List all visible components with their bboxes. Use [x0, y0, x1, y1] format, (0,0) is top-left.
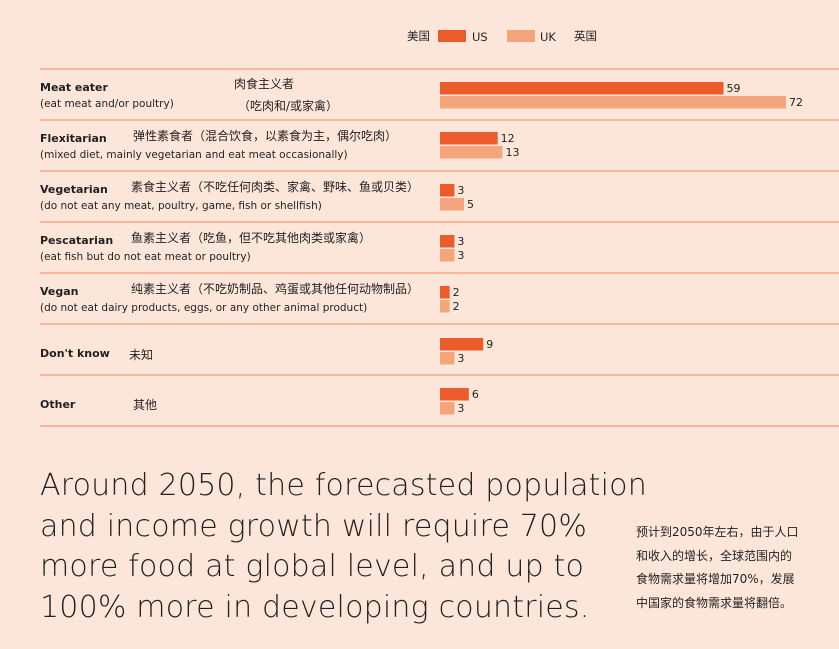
bar-us [440, 132, 498, 145]
bar-uk [440, 402, 455, 415]
value-label-us: 3 [457, 184, 464, 197]
value-label-uk: 3 [457, 249, 464, 262]
value-label-us: 12 [501, 132, 515, 145]
bar-us [440, 82, 724, 95]
bar-us [440, 184, 455, 197]
side-note-line: 中国家的食物需求量将翻倍。 [636, 595, 793, 610]
value-label-uk: 3 [457, 402, 464, 415]
headline-line: and income growth will require 70% [40, 508, 588, 544]
category-label: Vegetarian [40, 183, 108, 196]
headline-line: more food at global level, and up to [40, 549, 585, 584]
headline-line: 100% more in developing countries. [40, 589, 590, 625]
category-label: Pescatarian [40, 234, 113, 247]
category-description: (eat meat and/or poultry) [40, 98, 174, 110]
bar-uk [440, 198, 465, 211]
category-label-zh: 肉食主义者 [234, 76, 294, 91]
category-label: Meat eater [40, 81, 109, 94]
value-label-us: 2 [453, 286, 460, 299]
legend-uk-zh: 英国 [574, 29, 597, 43]
diet-bar-chart: 美国 US UK 英国 Meat eater (eat meat and/or p… [40, 29, 839, 427]
value-label-uk: 72 [789, 96, 803, 109]
bar-uk [440, 300, 450, 313]
category-label-zh: 未知 [129, 348, 153, 362]
bar-uk [440, 249, 455, 262]
category-description: (eat fish but do not eat meat or poultry… [40, 251, 251, 263]
headline-line: Around 2050, the forecasted population [40, 468, 647, 503]
headline: Around 2050, the forecasted population a… [40, 466, 647, 628]
category-description: (do not eat any meat, poultry, game, fis… [40, 200, 322, 212]
value-label-us: 59 [727, 82, 741, 95]
bar-us [440, 338, 484, 351]
category-label-zh: （吃肉和/或家禽） [238, 98, 338, 113]
category-label-zh: 弹性素食者（混合饮食，以素食为主，偶尔吃肉） [133, 128, 397, 143]
chart-rows: Meat eater (eat meat and/or poultry) 肉食主义者… [40, 68, 839, 427]
legend-us-swatch [438, 30, 466, 42]
value-label-uk: 3 [457, 352, 464, 365]
category-label-zh: 其他 [133, 398, 157, 412]
category-label: Flexitarian [40, 132, 107, 145]
value-label-uk: 5 [467, 198, 474, 211]
category-label-zh: 纯素主义者（不吃奶制品、鸡蛋或其他任何动物制品） [131, 281, 419, 296]
side-note-line: 食物需求量将增加70%，发展 [636, 572, 795, 586]
legend-uk-label: UK [540, 30, 556, 44]
legend-us-zh: 美国 [407, 29, 430, 43]
side-note-line: 和收入的增长，全球范围内的 [636, 548, 793, 563]
bar-uk [440, 352, 455, 365]
category-label: Don't know [40, 347, 110, 360]
value-label-uk: 2 [453, 300, 460, 313]
category-label: Vegan [40, 285, 79, 298]
category-label-zh: 素食主义者（不吃任何肉类、家禽、野味、鱼或贝类） [131, 179, 419, 194]
bar-us [440, 286, 450, 299]
value-label-us: 6 [472, 388, 479, 401]
category-description: (do not eat dairy products, eggs, or any… [40, 302, 367, 314]
category-label-zh: 鱼素主义者（吃鱼，但不吃其他肉类或家禽） [131, 230, 371, 245]
bar-us [440, 235, 455, 248]
category-label: Other [40, 398, 76, 411]
value-label-us: 3 [457, 235, 464, 248]
value-label-uk: 13 [505, 146, 519, 159]
bar-uk [440, 96, 786, 109]
bar-uk [440, 146, 503, 159]
side-note-line: 预计到2050年左右，由于人口 [636, 525, 799, 539]
value-label-us: 9 [486, 338, 493, 351]
legend-uk-swatch [507, 30, 535, 42]
bar-us [440, 388, 469, 401]
category-description: (mixed diet, mainly vegetarian and eat m… [40, 149, 348, 161]
legend: 美国 US UK 英国 [407, 29, 597, 44]
legend-us-label: US [472, 30, 488, 44]
chinese-side-note: 预计到2050年左右，由于人口 和收入的增长，全球范围内的 食物需求量将增加70… [636, 521, 836, 615]
